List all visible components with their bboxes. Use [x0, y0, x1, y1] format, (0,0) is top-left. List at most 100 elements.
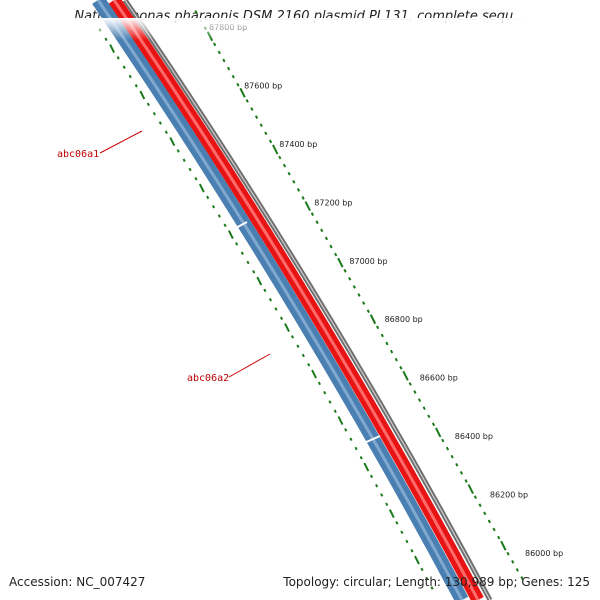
inner-minor-tick: [268, 297, 272, 302]
ruler-minor-tick: [450, 454, 454, 459]
ruler-minor-tick: [278, 155, 282, 160]
ruler-major-tick: [272, 144, 279, 155]
ruler-minor-tick: [292, 179, 296, 184]
inner-minor-tick: [369, 474, 374, 479]
ruler-minor-tick: [431, 422, 436, 427]
inner-major-tick: [337, 416, 344, 426]
inner-minor-tick: [425, 576, 429, 581]
ruler-major-tick: [402, 370, 409, 381]
ruler-minor-tick: [352, 285, 356, 289]
ruler-minor-tick: [222, 58, 226, 63]
genome-summary-text: Topology: circular; Length: 130,989 bp; …: [283, 575, 590, 589]
feature-boundary: [231, 221, 248, 231]
inner-minor-tick: [354, 446, 358, 451]
ruler-minor-tick: [408, 382, 412, 386]
ruler-minor-tick: [473, 495, 478, 499]
inner-major-tick: [388, 509, 395, 519]
ruler-minor-tick: [250, 107, 254, 111]
ruler-minor-tick: [380, 333, 384, 338]
inner-minor-tick: [323, 390, 327, 395]
ruler-minor-tick: [259, 123, 263, 128]
ruler-minor-tick: [268, 139, 273, 144]
ruler-minor-tick: [320, 228, 324, 233]
ruler-tick-label: 86000 bp: [525, 549, 563, 558]
inner-minor-tick: [246, 260, 250, 265]
inner-minor-tick: [158, 121, 162, 125]
ruler-minor-tick: [348, 276, 352, 281]
inner-minor-tick: [290, 335, 295, 339]
ruler-minor-tick: [343, 268, 347, 273]
ruler-minor-tick: [245, 99, 249, 103]
ruler-minor-tick: [394, 357, 398, 362]
ruler-minor-tick: [478, 503, 482, 508]
ruler-minor-tick: [427, 414, 431, 419]
inner-minor-tick: [122, 65, 126, 69]
ruler-minor-tick: [301, 196, 305, 200]
inner-major-tick: [363, 462, 370, 472]
inner-major-tick: [109, 44, 116, 54]
inner-minor-tick: [344, 428, 348, 432]
inner-minor-tick: [263, 288, 267, 293]
inner-minor-tick: [328, 400, 332, 404]
ruler-minor-tick: [315, 220, 319, 225]
inner-minor-tick: [333, 409, 337, 414]
inner-minor-tick: [217, 214, 221, 218]
feature-boundary: [363, 435, 381, 444]
inner-major-tick: [414, 555, 420, 565]
inner-minor-tick: [307, 363, 311, 367]
gene-label-leader-abc06a2: [228, 353, 271, 378]
inner-minor-tick: [359, 456, 363, 460]
inner-minor-tick: [206, 195, 210, 200]
inner-minor-tick: [296, 344, 300, 348]
ruler-minor-tick: [324, 236, 328, 241]
inner-minor-tick: [152, 111, 156, 116]
gene-label-abc06a1[interactable]: abc06a1: [57, 149, 99, 160]
ruler-minor-tick: [445, 446, 450, 451]
ruler-minor-tick: [515, 568, 519, 572]
ruler-minor-tick: [254, 115, 259, 119]
ruler-minor-tick: [213, 42, 217, 47]
ruler-minor-tick: [236, 82, 240, 87]
ruler-minor-tick: [227, 66, 231, 71]
ruler-minor-tick: [357, 293, 361, 297]
top-fade: [0, 18, 600, 40]
inner-minor-tick: [430, 586, 434, 590]
ruler-tick-label: 87000 bp: [349, 257, 387, 266]
ruler-minor-tick: [217, 50, 221, 55]
ruler-minor-tick: [441, 438, 445, 443]
accession-text: Accession: NC_007427: [9, 575, 146, 589]
sequence-backbone-highlight: [124, 0, 491, 600]
ruler-major-tick: [369, 314, 377, 325]
inner-minor-tick: [410, 549, 414, 553]
inner-minor-tick: [128, 74, 132, 79]
ruler-minor-tick: [520, 576, 524, 580]
ruler-minor-tick: [511, 559, 515, 564]
inner-major-tick: [169, 137, 176, 147]
ruler-minor-tick: [399, 365, 403, 370]
ruler-minor-tick: [390, 349, 394, 354]
ruler-minor-tick: [231, 74, 235, 79]
ruler-minor-tick: [296, 188, 301, 192]
ruler-major-tick: [500, 540, 507, 551]
ruler-major-tick: [435, 427, 442, 438]
ruler-minor-tick: [492, 527, 496, 532]
ruler-minor-tick: [422, 406, 426, 411]
ruler-minor-tick: [385, 341, 389, 346]
ruler-tick-label: 86800 bp: [385, 315, 423, 324]
inner-minor-tick: [146, 102, 150, 107]
inner-ruler: [98, 28, 434, 590]
inner-minor-tick: [235, 242, 239, 246]
ruler-minor-tick: [487, 519, 491, 524]
ruler-minor-tick: [483, 511, 487, 516]
ruler-minor-tick: [282, 163, 287, 168]
ruler-minor-tick: [497, 535, 501, 540]
ruler-minor-tick: [417, 398, 422, 402]
inner-minor-tick: [188, 167, 192, 172]
inner-minor-tick: [134, 84, 138, 88]
inner-minor-tick: [405, 539, 409, 544]
inner-minor-tick: [116, 56, 120, 60]
inner-minor-tick: [279, 316, 284, 321]
gene-label-abc06a2[interactable]: abc06a2: [187, 373, 229, 384]
inner-minor-tick: [380, 493, 384, 497]
